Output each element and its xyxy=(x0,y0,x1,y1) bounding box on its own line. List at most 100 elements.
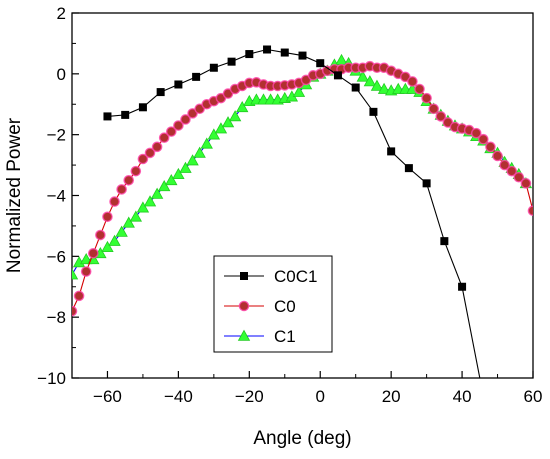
y-tick-label: 0 xyxy=(57,65,66,84)
x-tick-label: −20 xyxy=(235,387,264,406)
data-point-c0 xyxy=(102,211,113,223)
data-point-c0 xyxy=(513,171,525,183)
legend-marker xyxy=(240,272,248,280)
data-point-c0 xyxy=(506,165,518,177)
data-point-c1 xyxy=(370,79,384,91)
data-point-c1 xyxy=(72,268,79,280)
x-axis-title: Angle (deg) xyxy=(253,428,351,449)
data-point-c1 xyxy=(363,75,377,87)
x-tick-label: 40 xyxy=(453,387,472,406)
data-point-c0c1 xyxy=(280,48,289,57)
data-point-c0 xyxy=(137,153,149,165)
x-tick-label: 0 xyxy=(315,387,324,406)
data-point-c0 xyxy=(485,141,496,153)
data-point-c0c1 xyxy=(298,51,307,60)
data-point-c0 xyxy=(109,196,120,207)
data-point-c1 xyxy=(150,187,164,199)
y-tick-label: −2 xyxy=(47,126,66,145)
data-point-c0 xyxy=(165,126,177,137)
data-point-c1 xyxy=(377,82,391,94)
data-point-c0 xyxy=(520,178,532,189)
data-point-c0 xyxy=(144,147,156,159)
data-point-c0c1 xyxy=(369,107,378,116)
data-point-c0c1 xyxy=(263,45,272,54)
data-point-c1 xyxy=(356,70,369,82)
data-point-c0 xyxy=(130,165,142,177)
x-tick-label: 20 xyxy=(382,387,401,406)
data-point-c0 xyxy=(95,229,106,241)
data-point-c0c1 xyxy=(316,59,325,68)
y-tick-label: −10 xyxy=(37,369,66,388)
data-point-c1 xyxy=(158,180,171,192)
y-tick-label: −4 xyxy=(47,187,66,206)
data-point-c0 xyxy=(116,184,127,195)
data-point-c1 xyxy=(136,201,150,213)
data-point-c0c1 xyxy=(245,50,254,59)
data-point-c1 xyxy=(129,210,143,222)
legend-marker xyxy=(238,300,250,312)
data-point-c0 xyxy=(421,92,432,104)
series-line-c0c1 xyxy=(107,48,481,378)
data-point-c1 xyxy=(122,216,135,228)
data-point-c0 xyxy=(492,150,503,162)
data-point-c1 xyxy=(193,146,206,158)
data-point-c0c1 xyxy=(351,83,360,92)
data-point-c1 xyxy=(214,122,228,134)
data-point-c0 xyxy=(72,305,78,317)
series-c0c1 xyxy=(103,45,481,378)
data-point-c0c1 xyxy=(333,71,342,80)
y-axis-title: Normalized Power xyxy=(4,117,25,273)
legend-label: C1 xyxy=(274,327,296,346)
data-point-c1 xyxy=(143,195,157,207)
legend-label: C0 xyxy=(274,297,296,316)
data-point-c0 xyxy=(478,133,489,145)
data-point-c0c1 xyxy=(440,237,449,246)
data-point-c1 xyxy=(165,173,178,186)
data-point-c0c1 xyxy=(458,282,467,291)
data-point-c1 xyxy=(292,85,306,97)
data-point-c0c1 xyxy=(387,147,396,156)
legend-item: C0C1 xyxy=(224,267,317,286)
data-point-c0c1 xyxy=(209,63,218,72)
data-point-c0 xyxy=(527,205,533,217)
data-point-c0c1 xyxy=(422,179,431,188)
series-layer xyxy=(72,45,533,378)
data-point-c0 xyxy=(180,114,191,125)
data-point-c1 xyxy=(186,154,199,166)
data-point-c0c1 xyxy=(192,72,201,81)
data-point-c0 xyxy=(87,247,99,259)
legend-item: C1 xyxy=(224,327,296,346)
y-tick-label: −8 xyxy=(47,308,66,327)
series-c0 xyxy=(72,60,533,317)
data-point-c1 xyxy=(101,240,114,253)
data-point-c0c1 xyxy=(103,112,112,121)
y-tick-label: −6 xyxy=(47,247,66,266)
data-point-c1 xyxy=(179,161,192,173)
data-point-c0c1 xyxy=(121,110,130,119)
data-point-c0 xyxy=(173,120,184,131)
data-point-c1 xyxy=(228,110,242,122)
x-tick-label: −40 xyxy=(164,387,193,406)
data-point-c0 xyxy=(499,159,510,171)
data-point-c1 xyxy=(115,225,128,237)
data-point-c0 xyxy=(470,127,482,139)
x-tick-label: −60 xyxy=(93,387,122,406)
data-point-c0 xyxy=(151,141,163,153)
data-point-c0 xyxy=(73,290,85,302)
data-point-c0 xyxy=(407,76,418,87)
data-point-c0 xyxy=(428,103,440,115)
data-point-c0c1 xyxy=(404,164,413,173)
data-point-c1 xyxy=(108,234,121,246)
data-point-c0 xyxy=(435,111,447,122)
data-point-c0c1 xyxy=(138,103,147,112)
data-point-c0c1 xyxy=(156,88,165,97)
legend-item: C0 xyxy=(224,297,296,316)
data-point-c0 xyxy=(80,266,92,277)
data-point-c0 xyxy=(123,174,135,186)
data-point-c1 xyxy=(207,128,221,140)
data-point-c0c1 xyxy=(227,57,236,66)
